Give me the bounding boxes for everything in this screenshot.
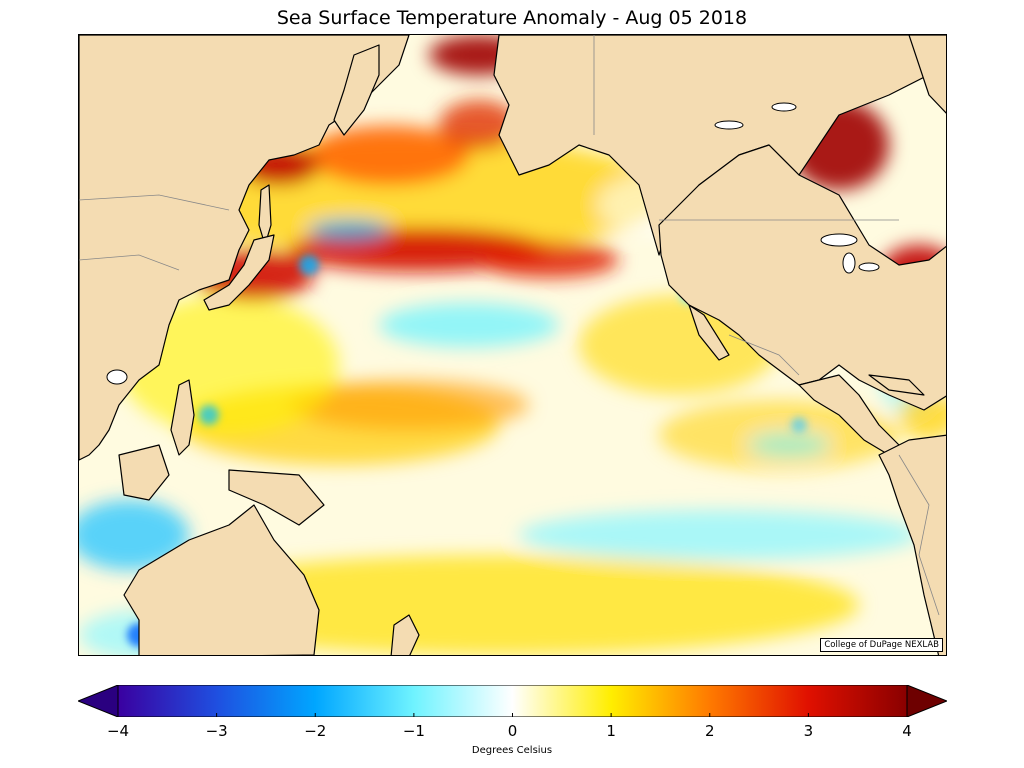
sst-anomaly-map [79, 35, 946, 655]
colorbar-tick-label: −3 [205, 722, 228, 740]
land-masses [79, 35, 946, 655]
north-america [658, 144, 946, 411]
australia [123, 504, 320, 655]
colorbar-tick-label: −1 [402, 722, 425, 740]
colorbar-gradient [117, 685, 908, 717]
greenland-edge [908, 35, 946, 114]
baja-california [688, 304, 730, 361]
colorbar-tick-label: 4 [902, 722, 912, 740]
map-panel: College of DuPage NEXLAB [78, 34, 947, 656]
colorbar-tick-label: −2 [304, 722, 327, 740]
colorbar-extend-low [78, 685, 119, 717]
colorbar-label: Degrees Celsius [471, 745, 553, 756]
colorbar-extend-high [906, 685, 947, 717]
south-america [878, 434, 946, 655]
colorbar-tick-label: 2 [704, 722, 715, 740]
borneo [118, 444, 170, 501]
political-borders [79, 35, 940, 616]
philippines [170, 379, 195, 456]
sakhalin [258, 184, 272, 246]
credit-label: College of DuPage NEXLAB [820, 638, 943, 652]
map-title: Sea Surface Temperature Anomaly - Aug 05… [276, 7, 748, 29]
colorbar-tick-label: 1 [606, 722, 616, 740]
colorbar-tick-label: 3 [803, 722, 814, 740]
lakes [106, 102, 880, 385]
kamchatka [333, 44, 380, 136]
caribbean-islands [868, 374, 925, 396]
new-guinea [228, 469, 325, 526]
colorbar-tick-label: −4 [106, 722, 130, 740]
colorbar-tick-label: 0 [507, 722, 518, 740]
japan [203, 234, 275, 311]
new-zealand [390, 614, 420, 655]
colorbar [78, 685, 947, 717]
